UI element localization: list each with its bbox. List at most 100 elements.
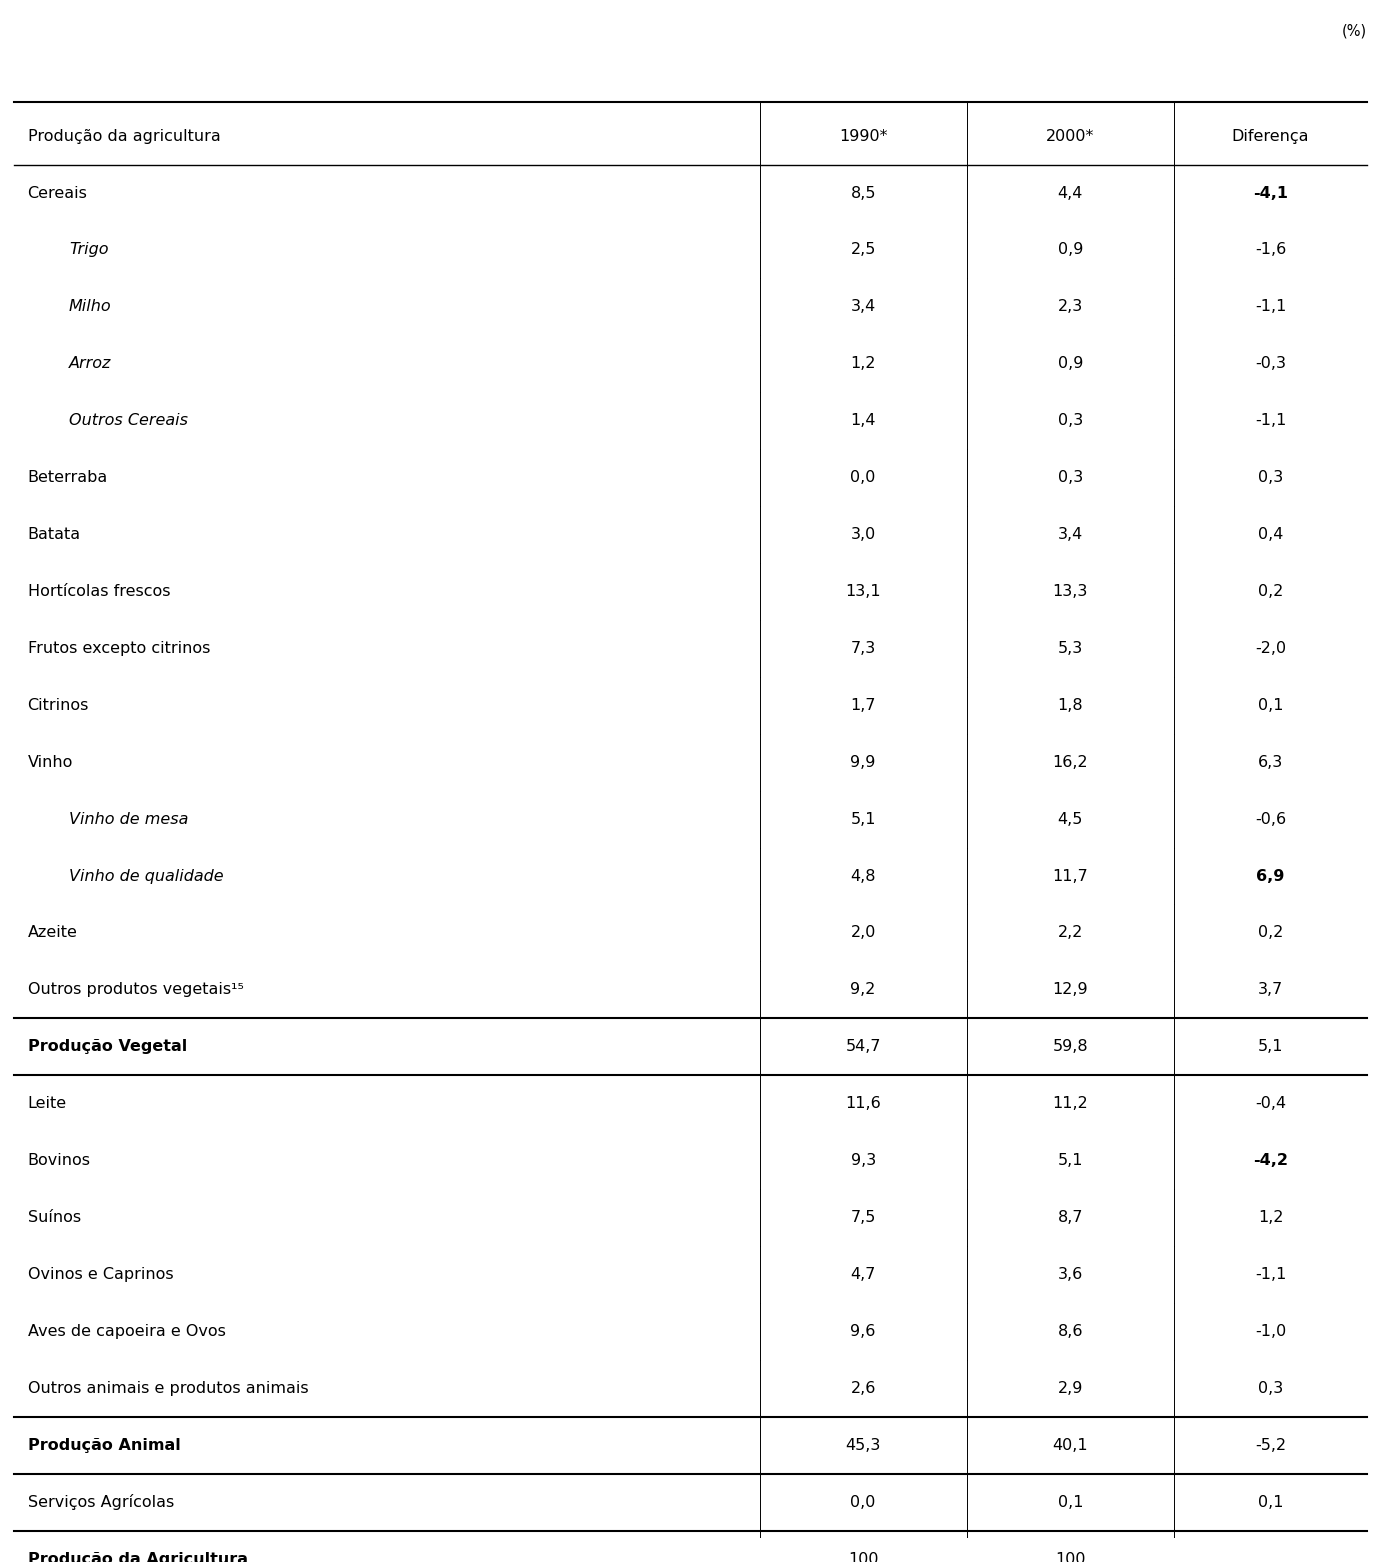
- Text: 8,5: 8,5: [851, 186, 876, 200]
- Text: Frutos excepto citrinos: Frutos excepto citrinos: [28, 640, 210, 656]
- Text: 2,0: 2,0: [851, 925, 876, 940]
- Text: 0,1: 0,1: [1058, 1495, 1083, 1509]
- Text: 54,7: 54,7: [845, 1039, 881, 1054]
- Text: Outros Cereais: Outros Cereais: [69, 414, 188, 428]
- Text: 45,3: 45,3: [845, 1437, 881, 1453]
- Text: 9,2: 9,2: [851, 982, 876, 998]
- Text: 8,7: 8,7: [1058, 1211, 1083, 1225]
- Text: Aves de capoeira e Ovos: Aves de capoeira e Ovos: [28, 1325, 225, 1339]
- Text: -0,3: -0,3: [1255, 356, 1286, 372]
- Text: Citrinos: Citrinos: [28, 698, 88, 712]
- Text: -1,0: -1,0: [1255, 1325, 1286, 1339]
- Text: 4,8: 4,8: [851, 868, 876, 884]
- Text: 5,1: 5,1: [851, 812, 876, 826]
- Text: 9,9: 9,9: [851, 754, 876, 770]
- Text: 1,4: 1,4: [851, 414, 876, 428]
- Text: 1,7: 1,7: [851, 698, 876, 712]
- Text: -4,1: -4,1: [1253, 186, 1288, 200]
- Text: Suínos: Suínos: [28, 1211, 80, 1225]
- Text: 0,4: 0,4: [1258, 526, 1283, 542]
- Text: 0,9: 0,9: [1058, 356, 1083, 372]
- Text: Batata: Batata: [28, 526, 80, 542]
- Text: 2,9: 2,9: [1058, 1381, 1083, 1396]
- Text: Hortícolas frescos: Hortícolas frescos: [28, 584, 170, 598]
- Text: 9,3: 9,3: [851, 1153, 876, 1168]
- Text: -0,6: -0,6: [1255, 812, 1286, 826]
- Text: 2000*: 2000*: [1045, 128, 1095, 144]
- Text: -1,1: -1,1: [1255, 300, 1286, 314]
- Text: 1990*: 1990*: [838, 128, 888, 144]
- Text: (%): (%): [1342, 23, 1367, 39]
- Text: 0,9: 0,9: [1058, 242, 1083, 258]
- Text: Diferença: Diferença: [1232, 128, 1309, 144]
- Text: Beterraba: Beterraba: [28, 470, 108, 486]
- Text: Arroz: Arroz: [69, 356, 112, 372]
- Text: 40,1: 40,1: [1052, 1437, 1088, 1453]
- Text: Milho: Milho: [69, 300, 112, 314]
- Text: -0,4: -0,4: [1255, 1097, 1286, 1111]
- Text: 16,2: 16,2: [1052, 754, 1088, 770]
- Text: 5,1: 5,1: [1258, 1039, 1283, 1054]
- Text: 12,9: 12,9: [1052, 982, 1088, 998]
- Text: 11,6: 11,6: [845, 1097, 881, 1111]
- Text: Outros animais e produtos animais: Outros animais e produtos animais: [28, 1381, 308, 1396]
- Text: 7,3: 7,3: [851, 640, 876, 656]
- Text: -5,2: -5,2: [1255, 1437, 1286, 1453]
- Text: 4,4: 4,4: [1058, 186, 1083, 200]
- Text: -2,0: -2,0: [1255, 640, 1286, 656]
- Text: 0,2: 0,2: [1258, 584, 1283, 598]
- Text: 100: 100: [1055, 1551, 1085, 1562]
- Text: 0,2: 0,2: [1258, 925, 1283, 940]
- Text: Leite: Leite: [28, 1097, 66, 1111]
- Text: 9,6: 9,6: [851, 1325, 876, 1339]
- Text: Azeite: Azeite: [28, 925, 77, 940]
- Text: 59,8: 59,8: [1052, 1039, 1088, 1054]
- Text: 6,3: 6,3: [1258, 754, 1283, 770]
- Text: 1,8: 1,8: [1058, 698, 1083, 712]
- Text: Cereais: Cereais: [28, 186, 87, 200]
- Text: 0,1: 0,1: [1258, 1495, 1283, 1509]
- Text: 2,3: 2,3: [1058, 300, 1083, 314]
- Text: Produção Animal: Produção Animal: [28, 1437, 181, 1453]
- Text: Outros produtos vegetais¹⁵: Outros produtos vegetais¹⁵: [28, 982, 243, 998]
- Text: Bovinos: Bovinos: [28, 1153, 91, 1168]
- Text: Ovinos e Caprinos: Ovinos e Caprinos: [28, 1267, 173, 1282]
- Text: 5,1: 5,1: [1058, 1153, 1083, 1168]
- Text: -1,6: -1,6: [1255, 242, 1286, 258]
- Text: 0,3: 0,3: [1058, 470, 1083, 486]
- Text: 13,1: 13,1: [845, 584, 881, 598]
- Text: Produção da agricultura: Produção da agricultura: [28, 128, 221, 144]
- Text: 1,2: 1,2: [851, 356, 876, 372]
- Text: -1,1: -1,1: [1255, 1267, 1286, 1282]
- Text: Vinho de qualidade: Vinho de qualidade: [69, 868, 224, 884]
- Text: 0,3: 0,3: [1058, 414, 1083, 428]
- Text: 8,6: 8,6: [1058, 1325, 1083, 1339]
- Text: 2,2: 2,2: [1058, 925, 1083, 940]
- Text: 3,4: 3,4: [851, 300, 876, 314]
- Text: 2,6: 2,6: [851, 1381, 876, 1396]
- Text: 13,3: 13,3: [1052, 584, 1088, 598]
- Text: 7,5: 7,5: [851, 1211, 876, 1225]
- Text: 0,3: 0,3: [1258, 470, 1283, 486]
- Text: 5,3: 5,3: [1058, 640, 1083, 656]
- Text: 2,5: 2,5: [851, 242, 876, 258]
- Text: -4,2: -4,2: [1253, 1153, 1288, 1168]
- Text: Serviços Agrícolas: Serviços Agrícolas: [28, 1495, 174, 1510]
- Text: Produção da Agricultura: Produção da Agricultura: [28, 1551, 247, 1562]
- Text: 100: 100: [848, 1551, 878, 1562]
- Text: Produção Vegetal: Produção Vegetal: [28, 1039, 186, 1054]
- Text: Trigo: Trigo: [69, 242, 109, 258]
- Text: 3,6: 3,6: [1058, 1267, 1083, 1282]
- Text: 0,3: 0,3: [1258, 1381, 1283, 1396]
- Text: -1,1: -1,1: [1255, 414, 1286, 428]
- Text: 0,0: 0,0: [851, 470, 876, 486]
- Text: 11,2: 11,2: [1052, 1097, 1088, 1111]
- Text: Vinho: Vinho: [28, 754, 73, 770]
- Text: 3,7: 3,7: [1258, 982, 1283, 998]
- Text: 4,7: 4,7: [851, 1267, 876, 1282]
- Text: 3,0: 3,0: [851, 526, 876, 542]
- Text: 4,5: 4,5: [1058, 812, 1083, 826]
- Text: 0,0: 0,0: [851, 1495, 876, 1509]
- Text: 6,9: 6,9: [1257, 868, 1284, 884]
- Text: Vinho de mesa: Vinho de mesa: [69, 812, 188, 826]
